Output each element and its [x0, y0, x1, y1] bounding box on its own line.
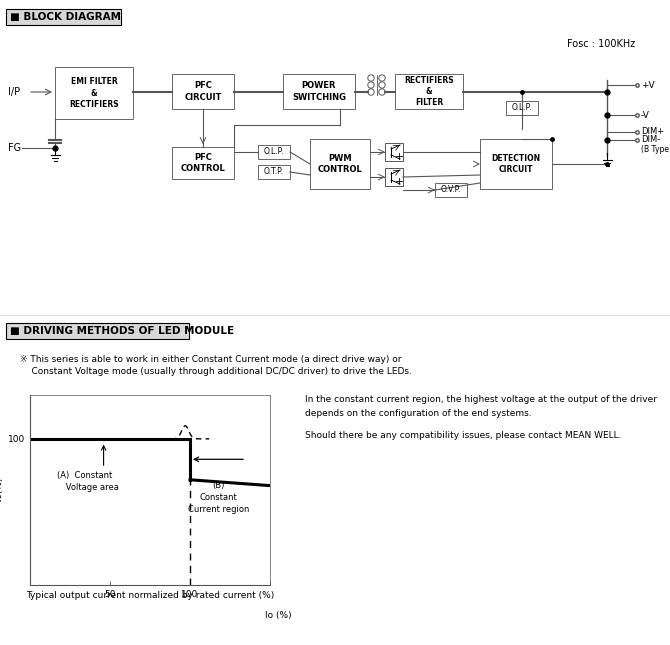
FancyBboxPatch shape [310, 139, 370, 189]
Text: +V: +V [641, 81, 655, 90]
Text: depends on the configuration of the end systems.: depends on the configuration of the end … [305, 408, 531, 417]
Text: DIM-: DIM- [641, 135, 660, 144]
Text: Typical output current normalized by rated current (%): Typical output current normalized by rat… [26, 591, 274, 599]
FancyBboxPatch shape [480, 139, 552, 189]
Text: O.V.P.: O.V.P. [441, 186, 461, 195]
Text: ■ DRIVING METHODS OF LED MODULE: ■ DRIVING METHODS OF LED MODULE [10, 326, 234, 336]
Text: O.L.P.: O.L.P. [512, 103, 532, 112]
Text: DIM+: DIM+ [641, 128, 664, 137]
Text: RECTIFIERS
&
FILTER: RECTIFIERS & FILTER [404, 76, 454, 107]
Text: (A)  Constant: (A) Constant [57, 471, 112, 480]
FancyBboxPatch shape [435, 183, 467, 197]
Text: O.T.P.: O.T.P. [264, 168, 284, 177]
Text: PFC
CIRCUIT: PFC CIRCUIT [184, 81, 222, 101]
Text: FG: FG [8, 143, 21, 153]
Text: Constant Voltage mode (usually through additional DC/DC driver) to drive the LED: Constant Voltage mode (usually through a… [20, 368, 412, 377]
Text: (B Type): (B Type) [641, 144, 670, 154]
FancyBboxPatch shape [6, 323, 189, 339]
Text: Fosc : 100KHz: Fosc : 100KHz [567, 39, 635, 49]
Text: ※ This series is able to work in either Constant Current mode (a direct drive wa: ※ This series is able to work in either … [20, 355, 401, 364]
Text: ■ BLOCK DIAGRAM: ■ BLOCK DIAGRAM [10, 12, 121, 22]
FancyBboxPatch shape [385, 143, 403, 161]
Text: EMI FILTER
&
RECTIFIERS: EMI FILTER & RECTIFIERS [69, 77, 119, 108]
FancyBboxPatch shape [172, 147, 234, 179]
Text: Voltage area: Voltage area [50, 482, 119, 491]
Text: (B)
Constant
Current region: (B) Constant Current region [188, 481, 249, 513]
FancyBboxPatch shape [395, 74, 463, 109]
Text: Io (%): Io (%) [265, 611, 291, 620]
Text: I/P: I/P [8, 87, 20, 97]
FancyBboxPatch shape [506, 101, 538, 115]
FancyBboxPatch shape [258, 165, 290, 179]
Y-axis label: Vo(%): Vo(%) [0, 477, 4, 503]
Text: PWM
CONTROL: PWM CONTROL [318, 154, 362, 174]
Text: PFC
CONTROL: PFC CONTROL [181, 153, 225, 173]
Text: -V: -V [641, 110, 650, 119]
Text: In the constant current region, the highest voltage at the output of the driver: In the constant current region, the high… [305, 395, 657, 404]
FancyBboxPatch shape [258, 145, 290, 159]
FancyBboxPatch shape [172, 74, 234, 109]
FancyBboxPatch shape [55, 67, 133, 119]
Text: POWER
SWITCHING: POWER SWITCHING [292, 81, 346, 101]
Text: O.L.P.: O.L.P. [264, 148, 284, 157]
FancyBboxPatch shape [283, 74, 355, 109]
Text: DETECTION
CIRCUIT: DETECTION CIRCUIT [491, 154, 541, 174]
Text: Should there be any compatibility issues, please contact MEAN WELL.: Should there be any compatibility issues… [305, 430, 622, 439]
FancyBboxPatch shape [385, 168, 403, 186]
FancyBboxPatch shape [6, 9, 121, 25]
